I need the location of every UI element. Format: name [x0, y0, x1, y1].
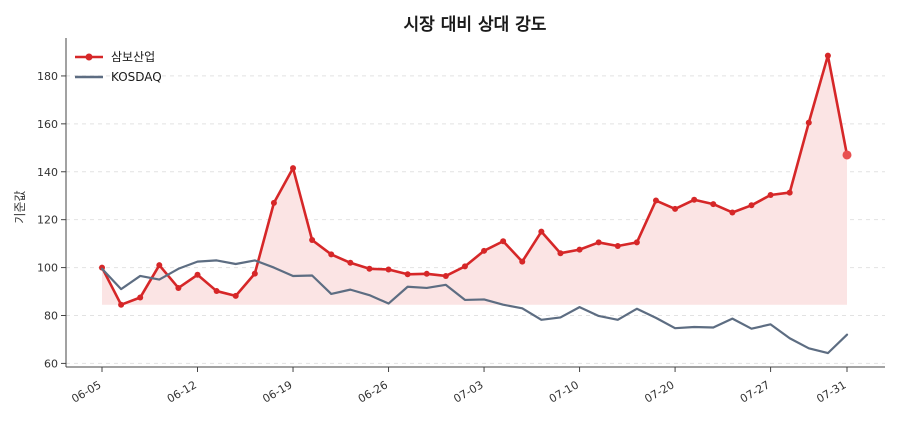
x-tick-label: 07-27	[738, 378, 772, 405]
data-point	[500, 238, 507, 245]
data-point	[767, 191, 774, 198]
data-point	[481, 247, 488, 254]
data-point	[270, 199, 277, 206]
x-tick-label: 06-12	[165, 378, 199, 405]
x-tick-label: 07-20	[642, 378, 676, 405]
data-point	[672, 205, 679, 212]
data-point	[729, 209, 736, 216]
data-point	[691, 196, 698, 203]
data-point	[805, 119, 812, 126]
data-point	[328, 251, 335, 258]
data-point	[156, 262, 163, 269]
data-point	[347, 259, 354, 266]
data-point	[633, 239, 640, 246]
data-point	[576, 246, 583, 253]
data-point	[194, 271, 201, 278]
chart-title: 시장 대비 상대 강도	[404, 15, 547, 35]
series-line	[100, 54, 849, 307]
data-point	[614, 243, 621, 250]
data-point	[557, 250, 564, 257]
y-tick-label: 140	[37, 166, 58, 179]
y-tick-label: 60	[44, 357, 58, 370]
data-point	[519, 258, 526, 265]
series-line	[100, 259, 849, 355]
data-point	[385, 266, 392, 273]
x-tick-label: 06-05	[69, 378, 103, 405]
data-point	[404, 271, 411, 278]
y-tick-label: 160	[37, 118, 58, 131]
legend-marker	[85, 53, 93, 61]
legend: 삼보산업 KOSDAQ	[75, 50, 162, 84]
y-tick-label: 100	[37, 262, 58, 275]
data-point	[251, 270, 258, 277]
data-point	[213, 288, 220, 295]
legend-label: KOSDAQ	[111, 70, 162, 84]
data-point	[442, 272, 449, 279]
x-tick-label: 07-10	[547, 378, 581, 405]
series-fill-area	[102, 55, 847, 305]
x-tick-label: 07-03	[451, 378, 485, 405]
x-tick-label: 06-26	[356, 378, 390, 405]
data-point	[824, 52, 831, 59]
data-point	[595, 239, 602, 246]
data-point	[175, 284, 182, 291]
data-point	[748, 202, 755, 209]
data-point	[137, 294, 144, 301]
data-point	[118, 301, 125, 308]
data-point	[538, 228, 545, 235]
data-point	[710, 201, 717, 208]
series-layer	[99, 52, 852, 355]
data-point	[290, 165, 297, 172]
x-tick-label: 07-31	[814, 378, 848, 405]
data-point	[423, 270, 430, 277]
y-tick-label: 180	[37, 70, 58, 83]
y-tick-label: 120	[37, 214, 58, 227]
y-tick-label: 80	[44, 309, 58, 322]
data-point	[309, 237, 316, 244]
y-axis-label: 기준값	[13, 190, 27, 223]
data-point	[652, 197, 659, 204]
data-point	[232, 292, 239, 299]
legend-label: 삼보산업	[111, 50, 155, 64]
data-point	[786, 189, 793, 196]
data-point	[842, 150, 852, 160]
data-point	[366, 265, 373, 272]
fill-layer	[102, 55, 847, 305]
data-point	[461, 263, 468, 270]
x-tick-label: 06-19	[260, 378, 294, 405]
